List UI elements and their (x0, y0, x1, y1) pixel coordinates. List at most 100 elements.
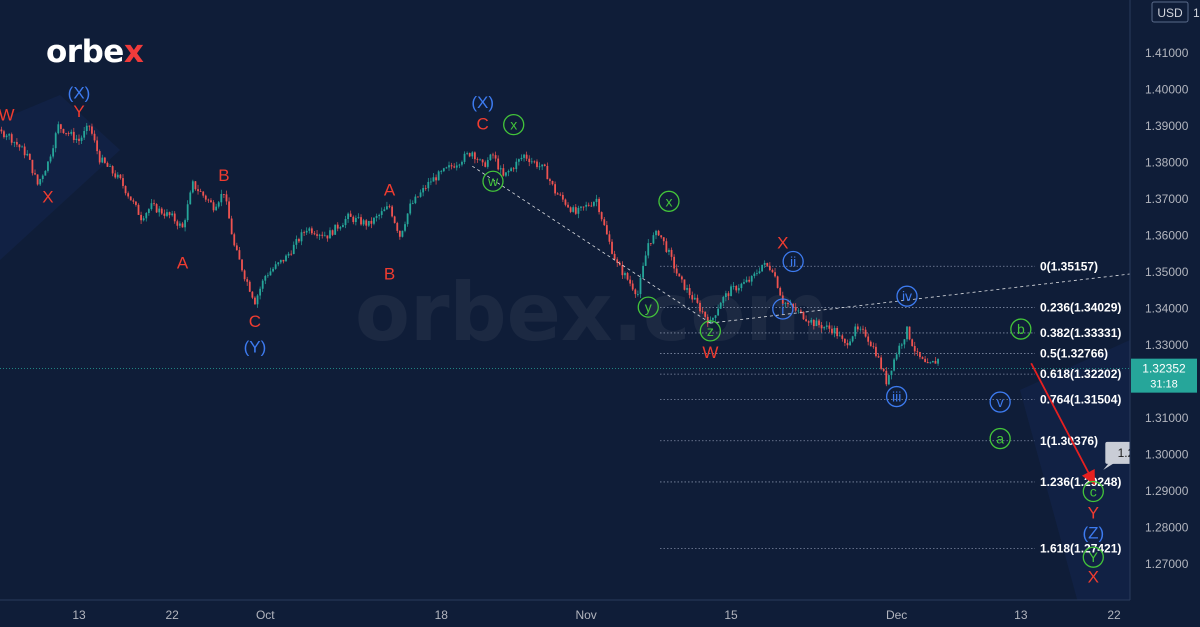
candle-body (461, 161, 463, 165)
price-tick-label: 1.40000 (1145, 83, 1189, 97)
wave-label: iii (892, 389, 901, 405)
candle-body (740, 283, 743, 289)
candle-body (220, 193, 223, 203)
candle-body (556, 193, 559, 195)
candle-body (626, 273, 629, 280)
candle-body (719, 302, 722, 309)
candle-body (41, 175, 44, 180)
candle-body (321, 234, 324, 236)
candle-body (931, 361, 934, 363)
candle-body (36, 174, 39, 185)
candle-body (600, 212, 603, 220)
candle-body (147, 209, 150, 214)
candle-body (437, 171, 440, 181)
candle-body (463, 153, 466, 162)
fib-level-label: 0.5(1.32766) (1040, 347, 1108, 361)
candle-body (561, 195, 564, 200)
price-top-partial: 1 (1193, 6, 1200, 20)
candle-body (569, 207, 572, 212)
candle-body (72, 131, 75, 140)
current-price-value: 1.32352 (1142, 362, 1186, 376)
currency-badge[interactable] (1151, 1, 1189, 23)
wave-label: x (510, 117, 517, 133)
candle-body (727, 293, 730, 297)
candle-body (802, 311, 805, 320)
wave-label-circle (989, 391, 1011, 413)
price-tick-label: 1.41000 (1145, 46, 1189, 60)
candle-body (83, 130, 86, 138)
candle-body (398, 230, 401, 237)
price-scale-panel[interactable] (1130, 0, 1200, 627)
wave-label-circle (658, 190, 680, 212)
candle-body (867, 336, 870, 342)
candle-body (191, 181, 194, 193)
candle-body (864, 329, 867, 337)
candle-body (587, 204, 590, 206)
candle-body (714, 315, 717, 318)
candle-body (223, 193, 225, 195)
candle-body (378, 214, 381, 217)
candle-body (251, 291, 254, 298)
candle-body (235, 245, 238, 251)
candle-body (127, 193, 130, 197)
wave-label: i (781, 301, 784, 317)
candle-body (481, 159, 484, 163)
candle-body (409, 203, 412, 214)
candle-body (300, 232, 303, 242)
candle-body (717, 308, 720, 316)
wave-label: X (42, 188, 53, 207)
candle-body (365, 220, 368, 226)
candle-body (919, 352, 921, 358)
candle-body (435, 177, 437, 181)
candle-body (91, 126, 93, 134)
candle-body (846, 343, 849, 346)
candle-body (150, 203, 153, 210)
forecast-arrow (1030, 362, 1095, 486)
candle-body (841, 335, 844, 339)
candle-body (295, 239, 298, 245)
candle-body (199, 191, 202, 192)
candle-body (129, 196, 132, 201)
candle-body (869, 341, 872, 347)
candle-body (831, 328, 833, 334)
candle-body (631, 283, 634, 290)
candle-body (825, 325, 828, 327)
candle-body (637, 294, 639, 295)
candle-body (872, 346, 875, 348)
candle-body (106, 162, 109, 167)
candle-body (668, 249, 670, 252)
time-scale-panel[interactable] (0, 600, 1200, 627)
candle-body (202, 191, 205, 196)
candle-body (582, 206, 585, 208)
candle-body (243, 270, 246, 280)
candle-body (815, 320, 818, 327)
candle-body (111, 166, 114, 174)
candle-body (308, 228, 311, 231)
candle-body (517, 159, 520, 162)
candle-body (887, 375, 890, 385)
candle-body (856, 326, 859, 330)
wave-label-circle (772, 298, 794, 320)
wave-label: (X) (68, 84, 91, 103)
price-scale: 1.41000 1.40000 1.39000 1.38000 1.37000 1.360… (1145, 46, 1189, 571)
candle-body (536, 161, 538, 167)
candle-body (142, 218, 145, 221)
candle-body (0, 129, 3, 132)
candle-body (613, 253, 616, 260)
candle-body (404, 224, 406, 231)
candle-body (820, 325, 823, 329)
candle-body (419, 192, 422, 197)
candle-body (926, 362, 929, 364)
candle-body (466, 153, 469, 154)
candle-body (54, 133, 57, 149)
candle-body (8, 134, 11, 136)
wave-label-circle (1010, 318, 1032, 340)
candle-body (176, 221, 179, 226)
candle-body (225, 194, 228, 202)
wave-label-circle (896, 285, 918, 307)
candle-body (691, 295, 694, 300)
candle-body (543, 164, 546, 166)
candle-body (173, 213, 176, 222)
candle-body (401, 230, 404, 237)
